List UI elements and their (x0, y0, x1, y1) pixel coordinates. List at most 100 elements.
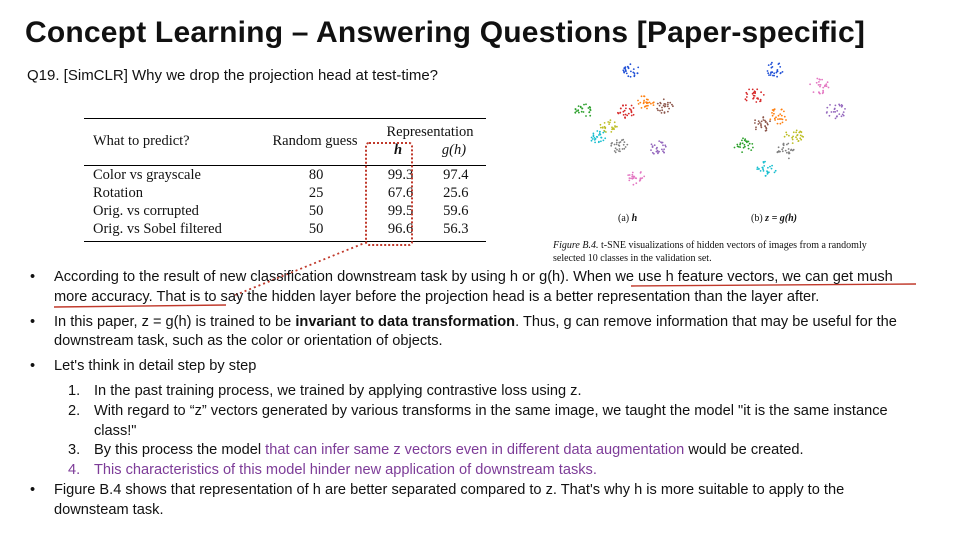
scatter-point (769, 118, 772, 121)
scatter-point (773, 72, 776, 75)
scatter-point (776, 70, 779, 72)
scatter-point (790, 148, 793, 151)
scatter-point (653, 152, 655, 155)
scatter-point (781, 71, 784, 73)
header-rep-label: Representation (386, 124, 474, 140)
scatter-point (602, 139, 605, 142)
scatter-point (623, 147, 626, 150)
scatter-point (792, 135, 794, 138)
scatter-point (756, 88, 759, 91)
row-task: Orig. vs Sobel filtered (93, 221, 222, 237)
scatter-point (630, 177, 632, 180)
scatter-point (631, 173, 634, 176)
scatter-point (594, 141, 596, 144)
scatter-point (774, 119, 776, 121)
scatter-point (773, 74, 775, 77)
scatter-point (830, 111, 833, 113)
scatter-point (664, 144, 667, 147)
scatter-point (651, 146, 654, 148)
scatter-point (818, 81, 820, 83)
scatter-point (658, 140, 661, 142)
scatter-point (601, 127, 604, 129)
step-item: 3. By this process the model that can in… (0, 441, 960, 461)
caption-a: (a) h (618, 213, 637, 224)
caption-b-symbol: z = g(h) (765, 213, 797, 224)
scatter-point (628, 174, 631, 176)
scatter-point (762, 94, 765, 96)
tsne-plot-z (733, 61, 846, 177)
scatter-point (661, 148, 663, 151)
scatter-point (619, 111, 622, 114)
scatter-point (818, 78, 821, 81)
scatter-point (618, 145, 621, 147)
scatter-point (660, 112, 663, 114)
figure-caption-text: t-SNE visualizations of hidden vectors o… (553, 240, 867, 264)
header-random: Random guess (272, 133, 358, 149)
scatter-point (598, 134, 600, 136)
scatter-point (754, 122, 756, 124)
scatter-point (765, 127, 768, 130)
scatter-point (744, 98, 747, 101)
scatter-point (650, 102, 652, 105)
scatter-point (624, 67, 626, 70)
h-column-highlight (365, 142, 413, 246)
scatter-point (746, 93, 749, 95)
bullet-text: Figure B.4 shows that representation of … (54, 481, 845, 518)
scatter-point (757, 123, 760, 125)
scatter-point (780, 114, 783, 117)
scatter-point (757, 120, 760, 123)
header-h: h (393, 142, 403, 158)
scatter-point (815, 81, 818, 84)
scatter-point (619, 107, 622, 110)
step-text: This characteristics of this model hinde… (94, 462, 597, 479)
scatter-point (656, 107, 659, 110)
scatter-point (653, 144, 656, 147)
scatter-point (598, 140, 600, 143)
scatter-point (625, 107, 627, 110)
step-item: 1. In the past training process, we trai… (0, 382, 960, 402)
scatter-point (762, 170, 765, 172)
scatter-point (637, 66, 640, 69)
scatter-point (779, 122, 782, 125)
step-text: By this process the model (94, 442, 266, 459)
scatter-point (632, 68, 635, 70)
scatter-point (775, 71, 778, 74)
scatter-point (791, 138, 794, 141)
scatter-point (629, 63, 632, 66)
table-row: Rotation 25 67.6 25.6 (84, 184, 486, 202)
scatter-point (835, 115, 838, 118)
scatter-point (622, 143, 625, 146)
scatter-point (795, 131, 797, 134)
scatter-point (627, 174, 630, 176)
scatter-point (781, 121, 784, 124)
scatter-point (622, 69, 625, 72)
scatter-point (827, 86, 830, 89)
scatter-point (771, 61, 773, 64)
scatter-point (604, 137, 607, 140)
scatter-point (782, 147, 785, 149)
scatter-point (833, 108, 836, 111)
scatter-point (787, 148, 790, 150)
scatter-point (739, 142, 742, 145)
scatter-point (745, 96, 748, 98)
scatter-point (774, 169, 777, 172)
scatter-point (840, 105, 843, 108)
scatter-point (622, 114, 625, 116)
scatter-point (771, 114, 774, 117)
scatter-point (796, 138, 798, 140)
scatter-point (579, 106, 582, 109)
scatter-point (627, 112, 630, 115)
scatter-point (779, 66, 782, 68)
scatter-point (785, 119, 787, 121)
scatter-point (761, 166, 764, 169)
scatter-point (838, 103, 840, 106)
scatter-point (610, 142, 613, 145)
scatter-point (747, 144, 750, 147)
scatter-point (611, 126, 613, 129)
scatter-point (819, 84, 821, 86)
scatter-point (662, 150, 664, 153)
scatter-point (777, 114, 780, 117)
scatter-point (613, 121, 616, 124)
scatter-point (752, 146, 754, 149)
scatter-point (816, 77, 819, 80)
